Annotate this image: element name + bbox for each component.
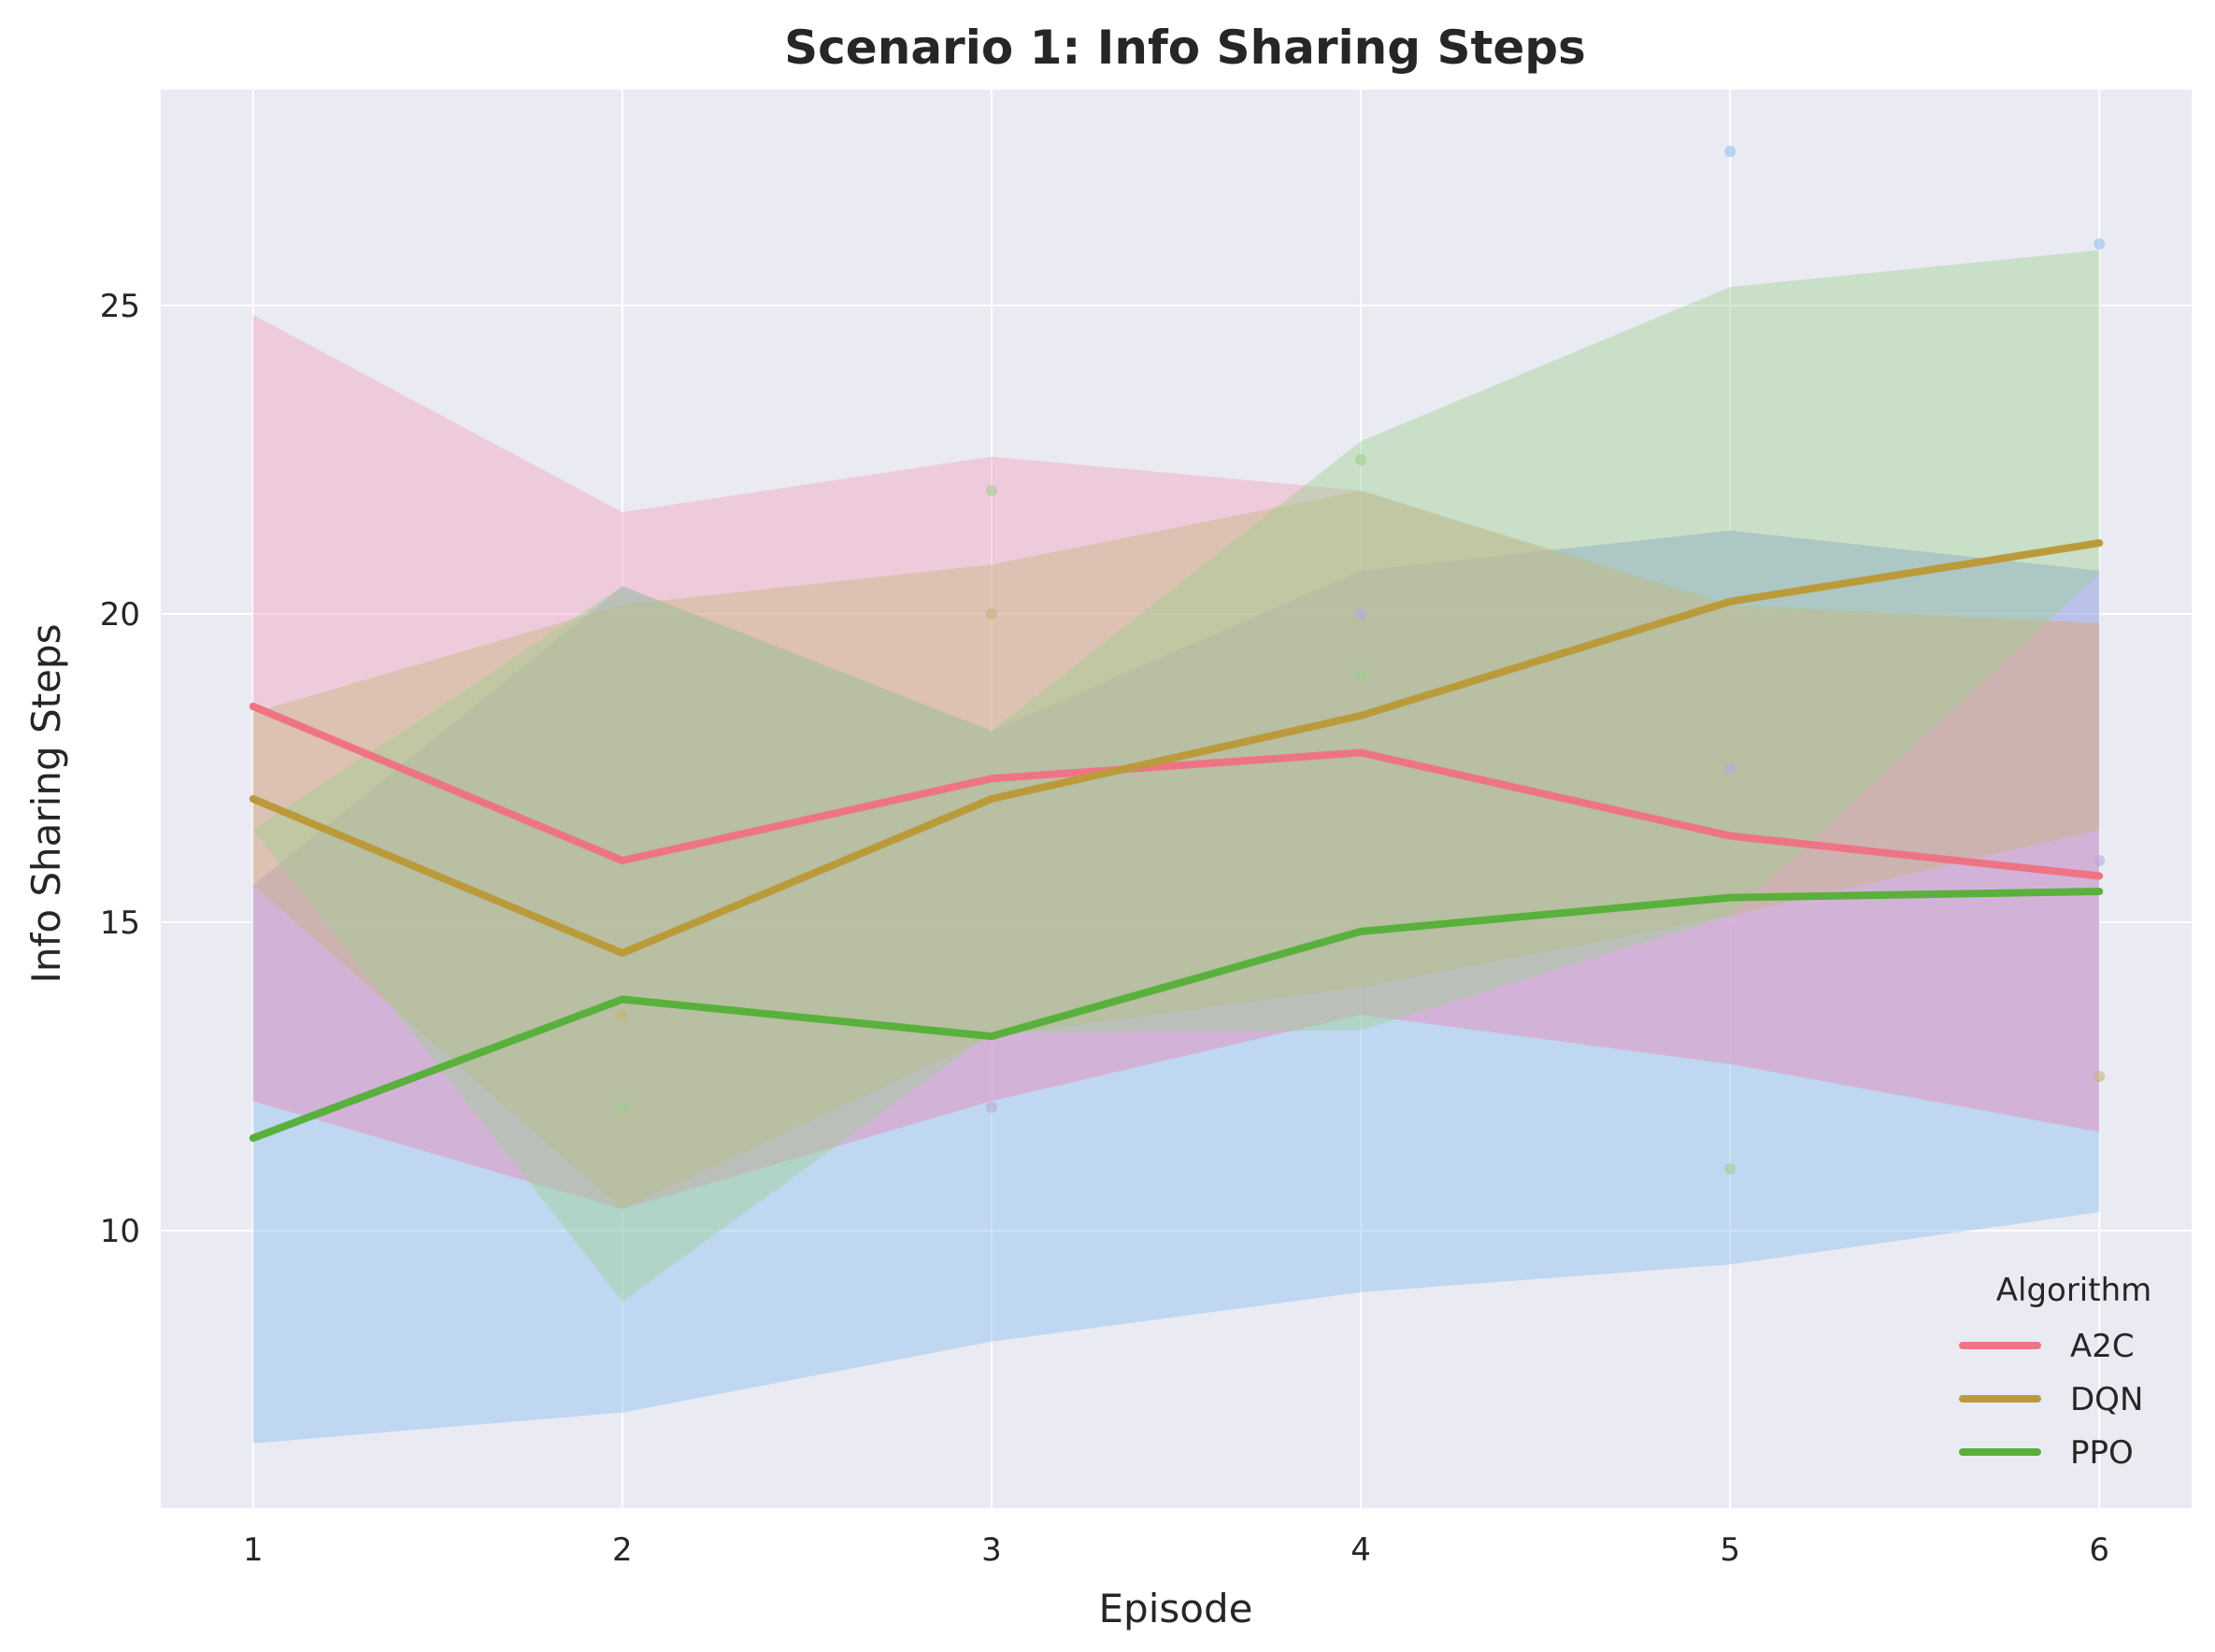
x-tick-label: 2 [612, 1531, 633, 1569]
scatter-point [985, 608, 997, 620]
scatter-point [1724, 1163, 1736, 1175]
series-lines [249, 539, 2104, 1142]
confidence-band-dqn [252, 491, 2100, 1209]
scatter-point [616, 1009, 628, 1020]
y-tick-label: 15 [100, 904, 140, 942]
y-tick-label: 20 [100, 596, 140, 634]
x-tick-label: 5 [1720, 1531, 1740, 1569]
series-line-dqn [249, 539, 2104, 957]
scatter-point [985, 1102, 997, 1113]
y-tick-label: 25 [100, 288, 140, 325]
scatter-point [1355, 454, 1367, 465]
x-tick-label: 3 [981, 1531, 1002, 1569]
legend-label-ppo: PPO [2070, 1434, 2134, 1472]
y-axis-label: Info Sharing Steps [23, 624, 69, 984]
legend-label-a2c: A2C [2070, 1328, 2135, 1365]
chart-title: Scenario 1: Info Sharing Steps [784, 21, 1586, 75]
scatter-point [1355, 670, 1367, 681]
series-line-ppo [249, 888, 2104, 1142]
legend-title: Algorithm [1996, 1272, 2152, 1309]
scatter-point [985, 485, 997, 496]
legend-label-dqn: DQN [2070, 1381, 2143, 1418]
legend: Algorithm A2C DQN PPO [1959, 1272, 2152, 1472]
scatter-point [1724, 762, 1736, 774]
scatter-point [616, 1102, 628, 1113]
x-tick-label: 4 [1350, 1531, 1371, 1569]
series-line-a2c [249, 703, 2104, 880]
scatter-point [2094, 1071, 2106, 1082]
x-tick-label: 6 [2089, 1531, 2109, 1569]
scatter-point [2094, 238, 2106, 249]
confidence-band [252, 530, 2100, 1209]
confidence-band-ppo [252, 249, 2100, 1302]
scatter-point [1724, 146, 1736, 157]
plot-background [161, 90, 2192, 1508]
x-axis-label: Episode [1099, 1586, 1253, 1631]
scatter-point [2094, 855, 2106, 866]
scatter-point [1355, 608, 1367, 620]
scatter-points [616, 146, 2106, 1175]
tick-labels: 1 2 3 4 5 6 10 15 20 25 [100, 288, 2109, 1569]
y-tick-label: 10 [100, 1213, 140, 1250]
x-tick-label: 1 [243, 1531, 264, 1569]
